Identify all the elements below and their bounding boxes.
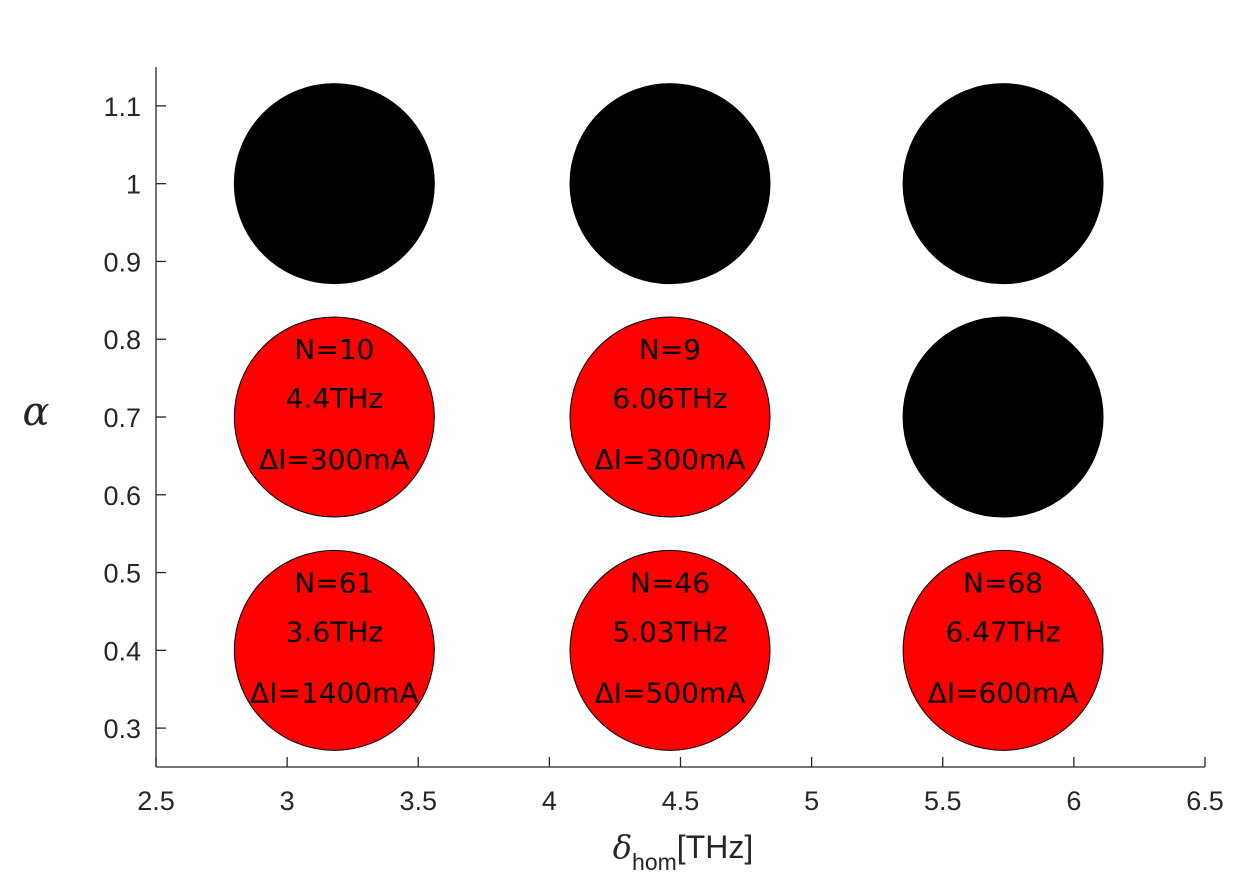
point-label: 4.4THz <box>286 382 383 415</box>
point-label: 6.06THz <box>612 382 727 415</box>
point-label: ΔI=600mA <box>928 676 1079 709</box>
data-point: N=46 5.03THz ΔI=500mA <box>569 549 771 751</box>
data-point <box>233 83 435 285</box>
x-axis-label: δhom[THz] <box>613 828 753 875</box>
data-point: N=9 6.06THz ΔI=300mA <box>569 316 771 518</box>
x-ticks: 2.5 3 3.5 4 4.5 5 5.5 6 6.5 <box>137 757 1224 816</box>
point-label: N=68 <box>963 566 1043 599</box>
data-point <box>902 316 1104 518</box>
data-point: N=61 3.6THz ΔI=1400mA <box>233 549 435 751</box>
y-tick-label: 1 <box>126 170 141 200</box>
x-axis-label-unit: [THz] <box>677 829 753 865</box>
point-label: ΔI=500mA <box>595 676 746 709</box>
stable-point-marker <box>569 316 771 518</box>
x-tick-label: 2.5 <box>137 786 175 816</box>
point-label: N=61 <box>294 566 374 599</box>
x-tick-label: 4 <box>542 786 557 816</box>
unstable-point-marker <box>233 83 435 285</box>
y-tick-label: 0.7 <box>103 403 141 433</box>
x-tick-label: 6 <box>1066 786 1081 816</box>
y-tick-label: 0.5 <box>103 559 141 589</box>
point-label: ΔI=300mA <box>595 443 746 476</box>
unstable-point-marker <box>569 83 771 285</box>
stable-point-marker <box>233 549 435 751</box>
x-tick-label: 4.5 <box>662 786 700 816</box>
x-tick-label: 6.5 <box>1186 786 1224 816</box>
points-layer: N=10 4.4THz ΔI=300mA N=9 6.06THz ΔI=300mA N=61… <box>233 83 1104 751</box>
y-tick-label: 0.8 <box>103 325 141 355</box>
point-label: 3.6THz <box>286 615 383 648</box>
x-tick-label: 5 <box>804 786 819 816</box>
point-label: ΔI=1400mA <box>250 676 419 709</box>
y-tick-label: 0.3 <box>103 714 141 744</box>
y-tick-label: 0.9 <box>103 247 141 277</box>
x-axis-label-subscript: hom <box>632 849 677 875</box>
data-point <box>569 83 771 285</box>
y-axis-label: α <box>22 389 49 435</box>
x-tick-label: 3 <box>280 786 295 816</box>
point-label: N=10 <box>294 333 374 366</box>
y-tick-label: 1.1 <box>103 92 141 122</box>
axis-labels: α δhom[THz] <box>22 389 753 875</box>
x-tick-label: 3.5 <box>399 786 437 816</box>
point-label: 5.03THz <box>612 615 727 648</box>
stable-point-marker <box>569 549 771 751</box>
point-label: N=46 <box>630 566 710 599</box>
y-tick-label: 0.6 <box>103 481 141 511</box>
point-label: 6.47THz <box>945 615 1060 648</box>
unstable-point-marker <box>902 83 1104 285</box>
data-point <box>902 83 1104 285</box>
data-point: N=68 6.47THz ΔI=600mA <box>902 549 1104 751</box>
unstable-point-marker <box>902 316 1104 518</box>
y-ticks: 0.3 0.4 0.5 0.6 0.7 0.8 0.9 1 1.1 <box>103 92 166 744</box>
point-label: N=9 <box>639 333 701 366</box>
x-axis-label-symbol: δ <box>613 828 632 866</box>
data-point: N=10 4.4THz ΔI=300mA <box>233 316 435 518</box>
stable-point-marker <box>902 549 1104 751</box>
y-tick-label: 0.4 <box>103 636 141 666</box>
point-label: ΔI=300mA <box>259 443 410 476</box>
x-tick-label: 5.5 <box>924 786 962 816</box>
stable-point-marker <box>233 316 435 518</box>
